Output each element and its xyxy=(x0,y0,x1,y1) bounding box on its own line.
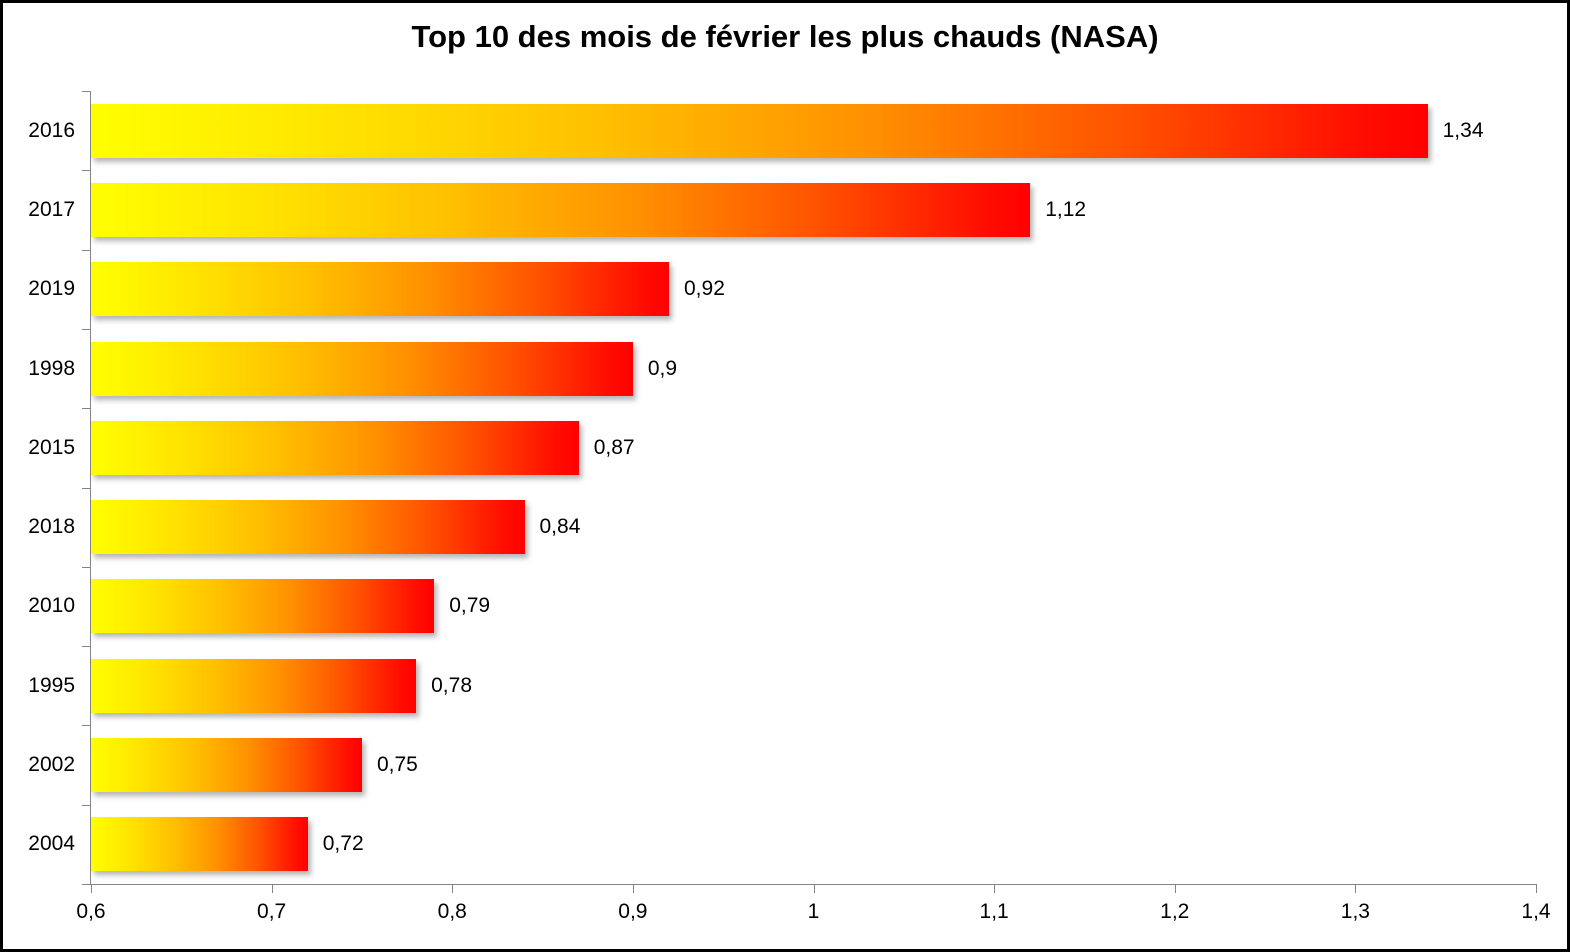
category-label: 2015 xyxy=(28,435,75,459)
value-label: 0,9 xyxy=(647,356,678,380)
bar xyxy=(91,262,669,317)
chart-row: 2019 0,92 xyxy=(28,250,1536,329)
value-label: 0,75 xyxy=(376,753,418,777)
chart-row: 2016 1,34 xyxy=(28,91,1536,170)
y-axis-tick xyxy=(82,408,91,410)
value-label: 0,87 xyxy=(593,435,635,459)
y-axis-tick xyxy=(82,328,91,330)
x-axis-tick xyxy=(271,884,273,893)
y-axis-tick xyxy=(82,249,91,251)
bar xyxy=(91,103,1428,158)
x-axis-tick-label: 1,1 xyxy=(979,900,1009,923)
value-label: 1,34 xyxy=(1442,118,1484,142)
chart-row: 2015 0,87 xyxy=(28,408,1536,487)
bar xyxy=(91,420,579,475)
bar xyxy=(91,341,633,396)
bar xyxy=(91,738,362,792)
bar xyxy=(91,658,417,713)
x-axis-tick xyxy=(91,884,92,893)
x-axis-tick-label: 1,4 xyxy=(1521,900,1551,923)
x-axis-tick xyxy=(1536,884,1537,893)
category-label: 2017 xyxy=(28,197,75,221)
category-label: 2016 xyxy=(28,118,75,142)
x-axis-tick xyxy=(813,884,815,893)
x-axis-tick-label: 1,2 xyxy=(1160,900,1190,923)
value-label: 1,12 xyxy=(1045,197,1087,221)
x-axis-tick-label: 0,9 xyxy=(618,900,648,923)
y-axis-tick xyxy=(82,566,91,568)
category-label: 2004 xyxy=(28,832,75,856)
y-axis-tick xyxy=(82,884,91,885)
x-axis-tick-label: 1 xyxy=(807,900,820,923)
category-label: 2002 xyxy=(28,753,75,777)
chart-row: 2018 0,84 xyxy=(28,488,1536,567)
x-axis-tick-label: 1,3 xyxy=(1340,900,1370,923)
category-label: 2010 xyxy=(28,594,75,618)
y-axis-tick xyxy=(82,91,91,92)
chart-row: 1998 0,9 xyxy=(28,329,1536,408)
category-label: 2019 xyxy=(28,277,75,301)
chart-row: 2010 0,79 xyxy=(28,567,1536,646)
x-axis-tick xyxy=(1174,884,1176,893)
category-label: 1995 xyxy=(28,673,75,697)
bar xyxy=(91,817,308,872)
x-axis-tick-label: 0,6 xyxy=(76,900,106,923)
y-axis-tick xyxy=(82,646,91,648)
y-axis-tick xyxy=(82,170,91,172)
chart-row: 2004 0,72 xyxy=(28,805,1536,884)
chart-row: 2017 1,12 xyxy=(28,170,1536,249)
y-axis-tick xyxy=(82,487,91,489)
bar xyxy=(91,579,435,634)
value-label: 0,72 xyxy=(322,832,364,856)
category-label: 2018 xyxy=(28,515,75,539)
chart-row: 1995 0,78 xyxy=(28,646,1536,725)
bar xyxy=(91,182,1031,237)
category-label: 1998 xyxy=(28,356,75,380)
y-axis-tick xyxy=(82,804,91,806)
plot-area: 2016 1,34 2017 1,12 2019 0,92 1998 0,9 2015 0,87 2… xyxy=(28,91,1551,923)
chart-row: 2002 0,75 xyxy=(28,725,1536,804)
bar xyxy=(91,500,525,555)
x-axis-tick-label: 0,8 xyxy=(437,900,467,923)
x-axis-tick xyxy=(1355,884,1357,893)
x-axis-tick xyxy=(632,884,634,893)
value-label: 0,84 xyxy=(539,515,581,539)
value-label: 0,92 xyxy=(684,277,725,301)
value-label: 0,78 xyxy=(431,673,472,697)
x-axis-tick-label: 0,7 xyxy=(257,900,287,923)
chart-title: Top 10 des mois de février les plus chau… xyxy=(411,19,1159,54)
y-axis-tick xyxy=(82,725,91,727)
x-axis-tick xyxy=(452,884,454,893)
x-axis-tick xyxy=(994,884,996,893)
value-label: 0,79 xyxy=(449,594,491,618)
